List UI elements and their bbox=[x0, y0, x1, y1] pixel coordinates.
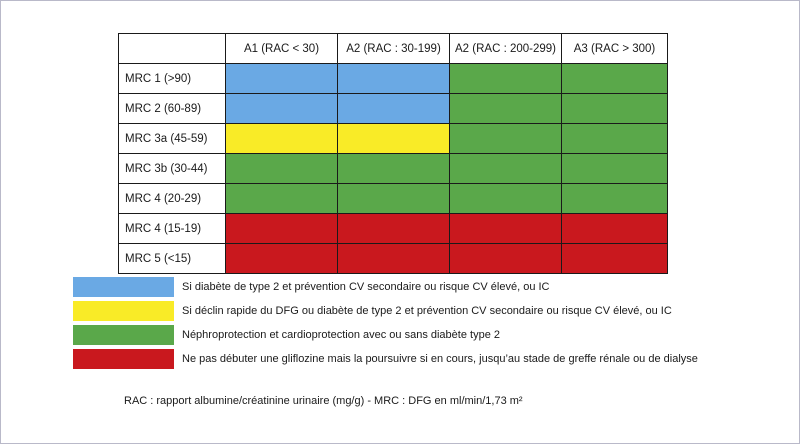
color-cell-green bbox=[561, 63, 668, 94]
color-cell-green bbox=[449, 63, 562, 94]
corner-cell bbox=[118, 33, 226, 64]
color-cell-red bbox=[449, 213, 562, 244]
recommendation-table: A1 (RAC < 30) A2 (RAC : 30-199) A2 (RAC … bbox=[118, 33, 668, 274]
color-cell-red bbox=[449, 243, 562, 274]
color-cell-green bbox=[337, 153, 450, 184]
color-cell-yellow bbox=[337, 123, 450, 154]
color-cell-green bbox=[561, 93, 668, 124]
column-header: A3 (RAC > 300) bbox=[561, 33, 668, 64]
table-row: MRC 3a (45-59) bbox=[118, 123, 668, 154]
color-cell-green bbox=[561, 183, 668, 214]
row-label: MRC 4 (15-19) bbox=[118, 213, 226, 244]
color-cell-blue bbox=[225, 63, 338, 94]
color-cell-green bbox=[225, 183, 338, 214]
legend: Si diabète de type 2 et prévention CV se… bbox=[73, 276, 698, 372]
header-row: A1 (RAC < 30) A2 (RAC : 30-199) A2 (RAC … bbox=[118, 33, 668, 64]
row-label: MRC 1 (>90) bbox=[118, 63, 226, 94]
legend-swatch-red bbox=[73, 349, 174, 369]
legend-item: Ne pas débuter une gliflozine mais la po… bbox=[73, 348, 698, 370]
column-header: A2 (RAC : 200-299) bbox=[449, 33, 562, 64]
color-cell-yellow bbox=[225, 123, 338, 154]
table-row: MRC 1 (>90) bbox=[118, 63, 668, 94]
legend-text: Ne pas débuter une gliflozine mais la po… bbox=[182, 353, 698, 365]
color-cell-blue bbox=[337, 63, 450, 94]
column-header: A1 (RAC < 30) bbox=[225, 33, 338, 64]
color-cell-red bbox=[337, 213, 450, 244]
color-cell-red bbox=[225, 213, 338, 244]
color-cell-red bbox=[225, 243, 338, 274]
footnote: RAC : rapport albumine/créatinine urinai… bbox=[124, 395, 523, 407]
legend-swatch-blue bbox=[73, 277, 174, 297]
color-cell-green bbox=[225, 153, 338, 184]
color-cell-red bbox=[337, 243, 450, 274]
color-cell-green bbox=[449, 123, 562, 154]
table-row: MRC 5 (<15) bbox=[118, 243, 668, 274]
color-cell-red bbox=[561, 243, 668, 274]
color-cell-green bbox=[449, 153, 562, 184]
row-label: MRC 2 (60-89) bbox=[118, 93, 226, 124]
color-cell-red bbox=[561, 213, 668, 244]
color-cell-green bbox=[449, 183, 562, 214]
row-label: MRC 4 (20-29) bbox=[118, 183, 226, 214]
color-cell-blue bbox=[225, 93, 338, 124]
legend-item: Néphroprotection et cardioprotection ave… bbox=[73, 324, 698, 346]
row-label: MRC 5 (<15) bbox=[118, 243, 226, 274]
legend-text: Néphroprotection et cardioprotection ave… bbox=[182, 329, 500, 341]
color-cell-green bbox=[449, 93, 562, 124]
row-label: MRC 3b (30-44) bbox=[118, 153, 226, 184]
legend-swatch-green bbox=[73, 325, 174, 345]
row-label: MRC 3a (45-59) bbox=[118, 123, 226, 154]
legend-item: Si diabète de type 2 et prévention CV se… bbox=[73, 276, 698, 298]
color-cell-green bbox=[561, 123, 668, 154]
table-row: MRC 4 (20-29) bbox=[118, 183, 668, 214]
legend-item: Si déclin rapide du DFG ou diabète de ty… bbox=[73, 300, 698, 322]
table-row: MRC 2 (60-89) bbox=[118, 93, 668, 124]
legend-text: Si déclin rapide du DFG ou diabète de ty… bbox=[182, 305, 672, 317]
color-cell-green bbox=[561, 153, 668, 184]
table-row: MRC 4 (15-19) bbox=[118, 213, 668, 244]
table-row: MRC 3b (30-44) bbox=[118, 153, 668, 184]
color-cell-blue bbox=[337, 93, 450, 124]
column-header: A2 (RAC : 30-199) bbox=[337, 33, 450, 64]
legend-text: Si diabète de type 2 et prévention CV se… bbox=[182, 281, 550, 293]
color-cell-green bbox=[337, 183, 450, 214]
legend-swatch-yellow bbox=[73, 301, 174, 321]
